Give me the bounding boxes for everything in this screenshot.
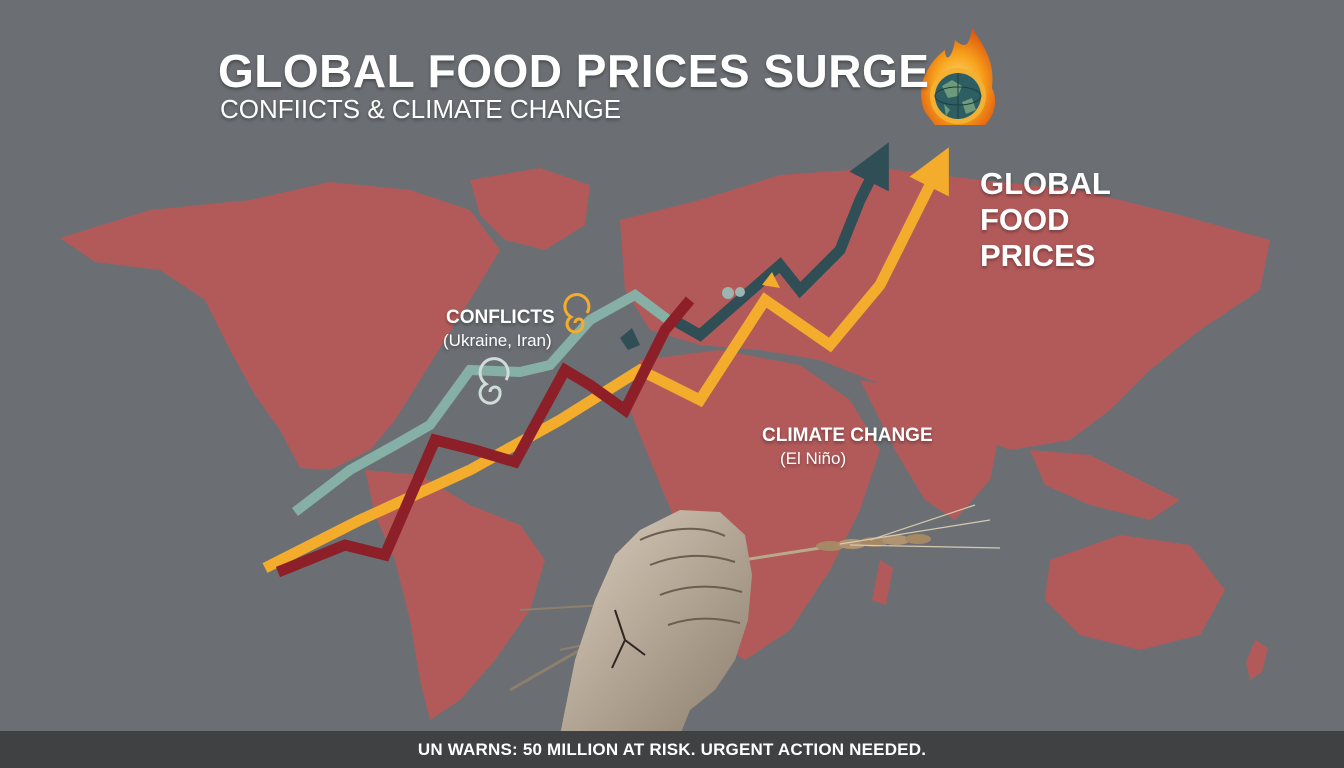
climate-sublabel: (El Niño) <box>780 449 847 468</box>
eurasia-shape <box>620 168 1270 450</box>
storm-spiral-icon <box>563 293 591 334</box>
madagascar-shape <box>872 560 893 605</box>
footer-banner: UN WARNS: 50 MILLION AT RISK. URGENT ACT… <box>0 731 1344 768</box>
red-trend-line <box>275 296 695 578</box>
fist-icon <box>560 510 752 735</box>
hurricane-icon <box>478 357 510 405</box>
climate-label: CLIMATE CHANGE <box>762 425 933 446</box>
side-label-line: GLOBAL <box>980 166 1111 201</box>
north-america-shape <box>60 182 500 470</box>
footer-text: UN WARNS: 50 MILLION AT RISK. URGENT ACT… <box>417 739 927 759</box>
page-subtitle: CONFIICTS & CLIMATE CHANGE <box>220 94 622 124</box>
south-america-shape <box>365 470 545 720</box>
world-map-icon <box>60 168 1270 720</box>
side-label-line: PRICES <box>980 238 1096 273</box>
new-zealand-shape <box>1246 640 1268 680</box>
conflict-smoke-icon <box>620 272 780 350</box>
teal-trend-arrow <box>667 142 889 342</box>
conflicts-label: CONFLICTS <box>446 307 555 328</box>
page-title: GLOBAL FOOD PRICES SURGE <box>218 45 930 97</box>
southeast-asia-shape <box>1030 450 1180 520</box>
greenland-shape <box>470 168 590 250</box>
side-label-line: FOOD <box>980 202 1070 237</box>
south-asia-shape <box>860 380 1000 520</box>
side-label: GLOBAL FOOD PRICES <box>980 166 1111 274</box>
australia-shape <box>1045 535 1225 650</box>
conflicts-sublabel: (Ukraine, Iran) <box>443 331 552 350</box>
mint-trend-line <box>291 289 678 516</box>
burning-globe-icon <box>921 28 996 125</box>
